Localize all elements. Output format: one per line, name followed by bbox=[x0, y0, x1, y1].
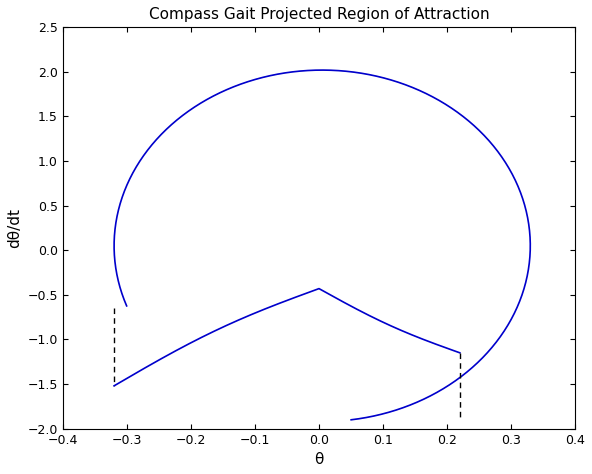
Y-axis label: dθ/dt: dθ/dt bbox=[7, 208, 22, 248]
Title: Compass Gait Projected Region of Attraction: Compass Gait Projected Region of Attract… bbox=[149, 7, 490, 22]
Polygon shape bbox=[114, 70, 530, 420]
X-axis label: θ: θ bbox=[314, 452, 324, 467]
Polygon shape bbox=[114, 289, 460, 386]
